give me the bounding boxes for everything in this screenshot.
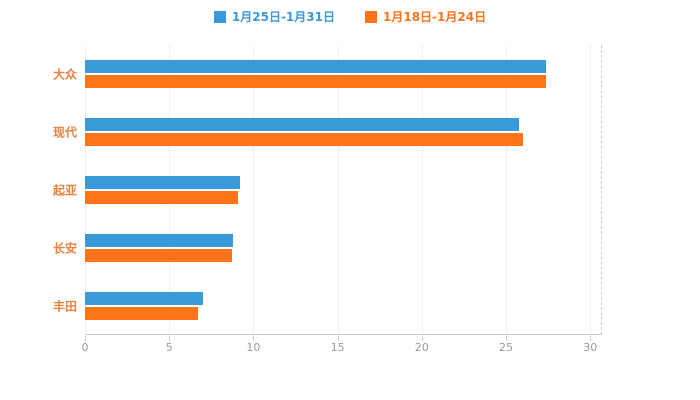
x-axis-tick xyxy=(253,336,255,341)
y-category-label: 起亚 xyxy=(52,183,77,198)
x-axis-tick xyxy=(169,336,171,341)
bar-series1-丰田[interactable] xyxy=(85,307,198,320)
legend-swatch-icon xyxy=(213,10,226,23)
bar-series0-丰田[interactable] xyxy=(85,292,203,305)
y-category-label: 大众 xyxy=(52,67,77,82)
gridline xyxy=(421,45,423,335)
x-tick-label: 30 xyxy=(583,341,598,354)
legend-item-1[interactable]: 1月18日-1月24日 xyxy=(365,8,486,25)
x-tick-label: 0 xyxy=(81,341,89,354)
bar-series0-长安[interactable] xyxy=(85,234,234,247)
plot-area: 0 5 10 15 20 25 30 大众现代起亚长安丰田 xyxy=(53,45,602,354)
x-axis-tick xyxy=(337,336,339,341)
y-category-label: 长安 xyxy=(52,241,77,256)
legend-label: 1月18日-1月24日 xyxy=(383,10,487,24)
x-axis-tick xyxy=(590,336,592,341)
x-tick-label: 25 xyxy=(499,341,513,354)
x-axis-tick xyxy=(506,336,507,341)
legend-swatch-icon xyxy=(365,10,377,23)
bar-series1-现代[interactable] xyxy=(85,133,523,146)
bar-series0-起亚[interactable] xyxy=(85,176,240,189)
x-tick-label: 20 xyxy=(414,341,429,354)
bar-series1-大众[interactable] xyxy=(85,75,547,88)
x-axis-tick xyxy=(421,336,423,341)
bar-series0-现代[interactable] xyxy=(85,118,520,131)
y-category-label: 丰田 xyxy=(52,299,77,314)
x-axis-line xyxy=(85,334,602,335)
legend-label: 1月25日-1月31日 xyxy=(231,10,335,24)
x-tick-label: 5 xyxy=(165,341,173,354)
bar-series1-长安[interactable] xyxy=(85,249,232,262)
bar-series0-大众[interactable] xyxy=(85,60,547,73)
plot-right-border xyxy=(601,45,602,335)
legend-item-0[interactable]: 1月25日-1月31日 xyxy=(213,8,335,25)
gridline xyxy=(337,45,339,335)
gridline xyxy=(253,45,255,335)
legend: 1月25日-1月31日 1月18日-1月24日 xyxy=(0,8,700,25)
gridline xyxy=(85,45,86,335)
bar-series1-起亚[interactable] xyxy=(85,191,239,204)
x-tick-label: 10 xyxy=(246,341,261,354)
y-category-label: 现代 xyxy=(52,125,77,140)
x-tick-label: 15 xyxy=(330,341,345,354)
x-axis-tick xyxy=(85,336,86,341)
gridline xyxy=(169,45,171,335)
gridline xyxy=(590,45,592,335)
gridline xyxy=(506,45,507,335)
